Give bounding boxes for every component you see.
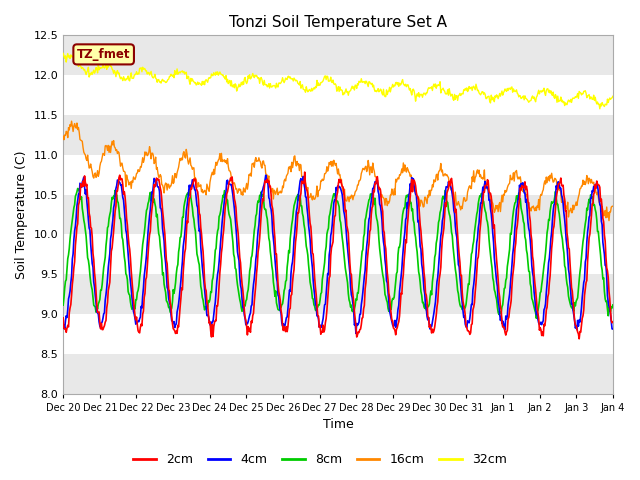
Bar xyxy=(63,275,613,314)
Title: Tonzi Soil Temperature Set A: Tonzi Soil Temperature Set A xyxy=(229,15,447,30)
X-axis label: Time: Time xyxy=(323,419,353,432)
Bar xyxy=(63,354,613,394)
Text: TZ_fmet: TZ_fmet xyxy=(77,48,131,61)
Legend: 2cm, 4cm, 8cm, 16cm, 32cm: 2cm, 4cm, 8cm, 16cm, 32cm xyxy=(128,448,512,471)
Bar xyxy=(63,195,613,235)
Bar xyxy=(63,36,613,75)
Bar xyxy=(63,115,613,155)
Y-axis label: Soil Temperature (C): Soil Temperature (C) xyxy=(15,150,28,279)
